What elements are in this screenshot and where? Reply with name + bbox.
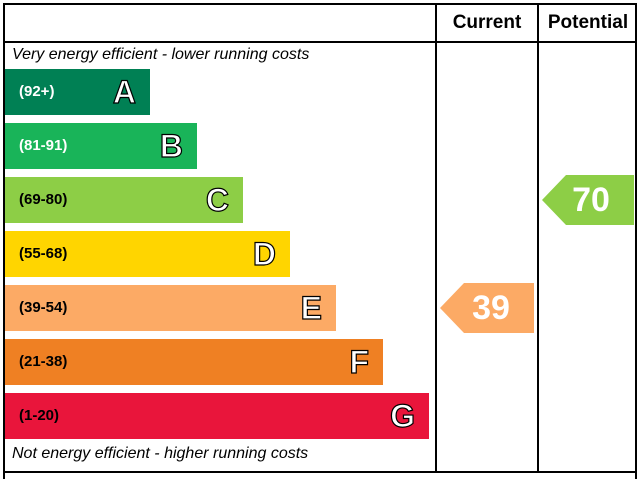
divider-potential — [537, 3, 539, 473]
band-g-range: (1-20) — [19, 407, 60, 424]
header-divider — [3, 41, 637, 43]
band-g-letter: G — [390, 397, 416, 434]
efficient-note: Very energy efficient - lower running co… — [12, 46, 310, 63]
band-g: (1-20) G — [5, 393, 429, 439]
band-c-letter: C — [205, 181, 229, 218]
epc-chart-frame — [3, 3, 637, 479]
band-a-range: (92+) — [19, 83, 55, 100]
band-a: (92+) A — [5, 69, 150, 115]
band-d: (55-68) D — [5, 231, 290, 277]
band-b-range: (81-91) — [19, 137, 68, 154]
potential-header: Potential — [547, 12, 629, 33]
band-d-letter: D — [252, 235, 276, 272]
band-b: (81-91) B — [5, 123, 197, 169]
band-d-range: (55-68) — [19, 245, 68, 262]
band-c-range: (69-80) — [19, 191, 68, 208]
band-c: (69-80) C — [5, 177, 243, 223]
band-b-letter: B — [159, 127, 183, 164]
bottom-divider — [3, 471, 637, 473]
current-rating-value: 39 — [472, 289, 510, 327]
divider-current — [435, 3, 437, 473]
band-f: (21-38) F — [5, 339, 383, 385]
current-header: Current — [452, 12, 522, 33]
inefficient-note: Not energy efficient - higher running co… — [12, 445, 309, 462]
band-a-letter: A — [112, 73, 136, 110]
band-f-letter: F — [349, 343, 370, 380]
band-e-range: (39-54) — [19, 299, 68, 316]
potential-rating-value: 70 — [572, 181, 610, 219]
band-e: (39-54) E — [5, 285, 336, 331]
band-f-range: (21-38) — [19, 353, 68, 370]
band-e-letter: E — [300, 289, 323, 326]
